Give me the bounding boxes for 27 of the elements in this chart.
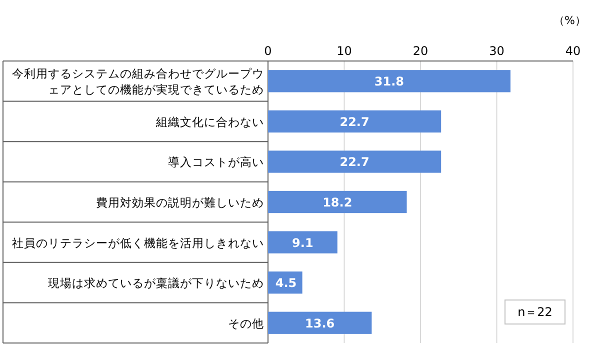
y-tick-label: 費用対効果の説明が難しいため: [96, 196, 264, 210]
data-label: 22.7: [340, 155, 370, 170]
bar: [268, 150, 442, 173]
bar: [268, 231, 338, 254]
data-label: 9.1: [292, 236, 314, 250]
bar: [268, 110, 442, 133]
x-tick-label: 20: [412, 44, 428, 58]
x-tick-label: 0: [264, 44, 272, 58]
data-label: 22.7: [340, 114, 370, 129]
data-label: 13.6: [305, 316, 335, 330]
bar: [268, 70, 510, 92]
annotation: n＝22: [518, 305, 552, 319]
y-tick-label: 組織文化に合わない: [155, 114, 264, 129]
x-tick-label: 40: [565, 44, 581, 58]
data-label: 18.2: [322, 196, 352, 210]
y-tick-label: その他: [228, 316, 264, 330]
x-tick-label: 30: [489, 44, 504, 58]
y-tick-label: 社員のリテラシーが低く機能を活用しきれない: [12, 236, 264, 250]
x-axis-title: （%）: [554, 14, 586, 27]
data-label: 4.5: [275, 276, 297, 290]
bar: [268, 190, 407, 214]
y-tick-label: 今利用するシステムの組み合わせでグループウェアとしての機能が実現できているため: [12, 66, 264, 97]
x-tick-label: 10: [336, 44, 352, 58]
y-tick-label: 現場は求めているが稟議が下りないため: [48, 276, 264, 290]
bar: [268, 312, 372, 334]
data-label: 31.8: [374, 74, 404, 89]
y-tick-label: 導入コストが高い: [168, 155, 264, 170]
